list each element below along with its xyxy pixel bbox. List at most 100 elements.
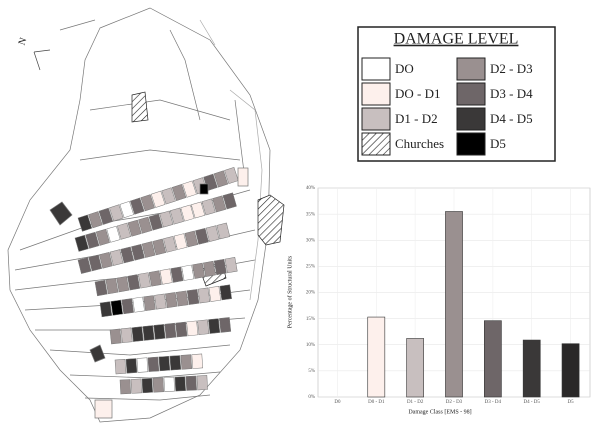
map-block: [152, 238, 167, 256]
x-tick-label: D0 - D1: [368, 400, 385, 405]
map-block-row: [109, 317, 232, 345]
map-block: [119, 379, 131, 395]
map-block: [185, 375, 197, 391]
legend-swatch: [361, 82, 391, 106]
y-tick-label: 10%: [306, 343, 315, 348]
legend-label: D5: [490, 136, 506, 151]
map-block: [94, 399, 113, 419]
map-block: [95, 228, 110, 246]
map-block: [164, 322, 177, 339]
map-block: [153, 324, 166, 340]
x-tick-label: D3 - D4: [485, 400, 502, 405]
map-block: [208, 286, 222, 302]
map-block: [99, 251, 113, 269]
map-block: [49, 201, 73, 226]
map-block: [203, 260, 216, 277]
map-block: [129, 197, 145, 215]
map-block: [216, 222, 231, 240]
map-block: [222, 192, 237, 210]
map-block: [89, 344, 106, 363]
map-block: [120, 327, 133, 344]
map-block: [127, 219, 142, 237]
map-block: [98, 207, 114, 225]
map-block: [197, 319, 210, 335]
map-block: [180, 354, 193, 370]
map-block: [109, 204, 124, 222]
map-block: [175, 290, 189, 307]
map-block: [154, 293, 167, 310]
map-block: [180, 204, 195, 222]
map-outline: [7, 7, 271, 423]
map-block: [159, 268, 173, 285]
x-tick-label: D0: [334, 400, 341, 405]
bar: [484, 320, 502, 398]
y-tick-label: 30%: [306, 238, 315, 243]
map-block: [77, 214, 93, 232]
map-block: [175, 321, 188, 338]
x-tick-label: D2 - D3: [446, 400, 463, 405]
map-block: [99, 301, 113, 318]
map-block-row: [74, 192, 237, 252]
y-tick-label: 20%: [306, 291, 315, 296]
bar: [406, 338, 424, 398]
map-block-row: [77, 167, 239, 232]
map-block: [131, 243, 145, 261]
map-block: [114, 359, 127, 375]
bar: [445, 211, 463, 398]
map-legend: DAMAGE LEVEL DO DO - D1 D1 - D2 Churches D2 …: [357, 26, 556, 162]
map-block: [116, 276, 130, 293]
map-block: [125, 358, 138, 374]
map-block: [163, 376, 175, 392]
legend-swatch: [361, 107, 391, 131]
map-block: [148, 270, 162, 287]
legend-label: DO - D1: [395, 86, 441, 101]
bar-chart: Damage Class [EMS - 98] Percentage of St…: [286, 186, 591, 415]
map-block: [88, 254, 103, 272]
map-block: [192, 262, 206, 279]
map-block: [197, 287, 211, 304]
legend-swatch: [456, 57, 486, 81]
map-block: [127, 274, 141, 291]
map-north: N: [17, 36, 30, 47]
map-block-row: [77, 222, 231, 274]
x-tick-label: D1 - D2: [407, 400, 424, 405]
map-block: [110, 299, 124, 316]
legend-swatch: [456, 107, 486, 131]
map-block-row: [114, 353, 204, 375]
legend-title: DAMAGE LEVEL: [394, 31, 519, 48]
legend-label: D3 - D4: [490, 86, 533, 101]
map-block: [140, 194, 155, 212]
map-block: [116, 222, 132, 240]
map-block: [131, 326, 144, 342]
map-block: [74, 234, 89, 252]
map-block-row: [119, 375, 208, 395]
map-block: [181, 264, 195, 281]
map-border: [199, 19, 263, 301]
map-block: [138, 272, 151, 289]
map-block: [150, 190, 166, 208]
legend-label: D4 - D5: [490, 111, 533, 126]
map-block: [224, 167, 239, 185]
map-block: [191, 201, 206, 219]
legend-swatch: [361, 57, 391, 81]
map-block: [219, 317, 232, 333]
x-tick-label: D4 - D5: [524, 400, 541, 405]
map-north-arrow: [33, 49, 51, 71]
map-block: [171, 184, 187, 202]
map-block: [159, 210, 174, 228]
y-tick-label: 15%: [306, 317, 315, 322]
map-block: [141, 241, 156, 258]
map-block: [201, 198, 216, 216]
map-block: [161, 187, 176, 205]
map-block: [184, 230, 199, 248]
map-block: [121, 298, 134, 315]
map-block: [195, 228, 209, 245]
map-block: [213, 170, 229, 188]
map-block: [163, 235, 177, 253]
map-block: [147, 356, 160, 372]
map-block: [196, 375, 208, 391]
map-block: [213, 258, 227, 276]
map-block: [130, 378, 142, 394]
map-block: [158, 355, 171, 372]
